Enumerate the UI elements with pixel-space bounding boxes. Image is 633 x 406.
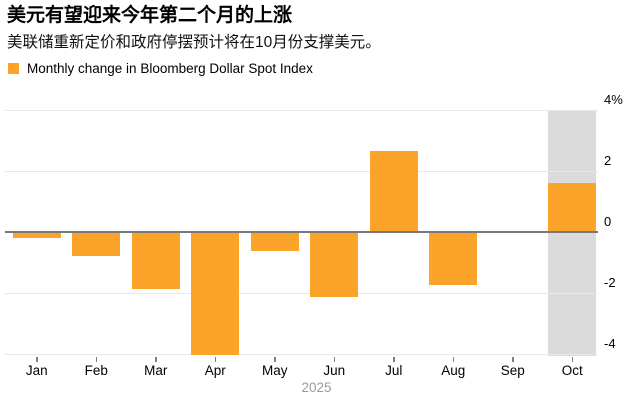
- legend-label: Monthly change in Bloomberg Dollar Spot …: [27, 61, 313, 76]
- x-tick-feb: [95, 356, 97, 362]
- chart-title: 美元有望迎来今年第二个月的上涨: [7, 5, 293, 26]
- x-label-jun: Jun: [323, 363, 346, 378]
- x-axis-year-label: 2025: [301, 380, 332, 395]
- legend: Monthly change in Bloomberg Dollar Spot …: [8, 61, 313, 76]
- x-label-may: May: [261, 363, 288, 378]
- bar-oct: [548, 182, 597, 232]
- x-label-mar: Mar: [144, 363, 168, 378]
- x-tick-may: [274, 356, 276, 362]
- x-label-feb: Feb: [84, 363, 108, 378]
- x-label-sep: Sep: [500, 363, 525, 378]
- y-axis-label-0: 0: [604, 213, 612, 229]
- chart-subtitle: 美联储重新定价和政府停摆预计将在10月份支撑美元。: [7, 34, 381, 51]
- x-tick-aug: [452, 356, 454, 362]
- y-axis-label-4: 4%: [604, 91, 623, 107]
- legend-swatch-icon: [8, 62, 19, 74]
- zero-axis-line: [5, 230, 598, 233]
- highlight-band-oct: [548, 109, 597, 356]
- bar-aug: [429, 231, 478, 285]
- x-tick-jan: [36, 356, 38, 362]
- y-axis-label-2: 2: [604, 152, 612, 168]
- x-label-jul: Jul: [385, 363, 403, 378]
- y-axis-label--2: -2: [604, 274, 616, 290]
- x-label-jan: Jan: [25, 363, 48, 378]
- bar-jun: [310, 231, 359, 298]
- y-axis-label--4: -4: [604, 335, 616, 351]
- bar-may: [250, 231, 299, 252]
- x-tick-jul: [393, 356, 395, 362]
- gridline--2: [5, 292, 598, 294]
- bar-apr: [191, 231, 240, 356]
- x-label-oct: Oct: [561, 363, 583, 378]
- x-tick-oct: [571, 356, 573, 362]
- bar-jan: [12, 231, 61, 238]
- bar-mar: [131, 231, 180, 290]
- gridline-4: [5, 109, 598, 111]
- x-label-aug: Aug: [441, 363, 466, 378]
- gridline-2: [5, 170, 598, 172]
- gridline--4: [5, 353, 598, 355]
- x-tick-apr: [214, 356, 216, 362]
- x-label-apr: Apr: [204, 363, 226, 378]
- bar-jul: [369, 150, 418, 232]
- x-tick-jun: [333, 356, 335, 362]
- bar-feb: [72, 231, 121, 256]
- x-tick-sep: [512, 356, 514, 362]
- x-tick-mar: [155, 356, 157, 362]
